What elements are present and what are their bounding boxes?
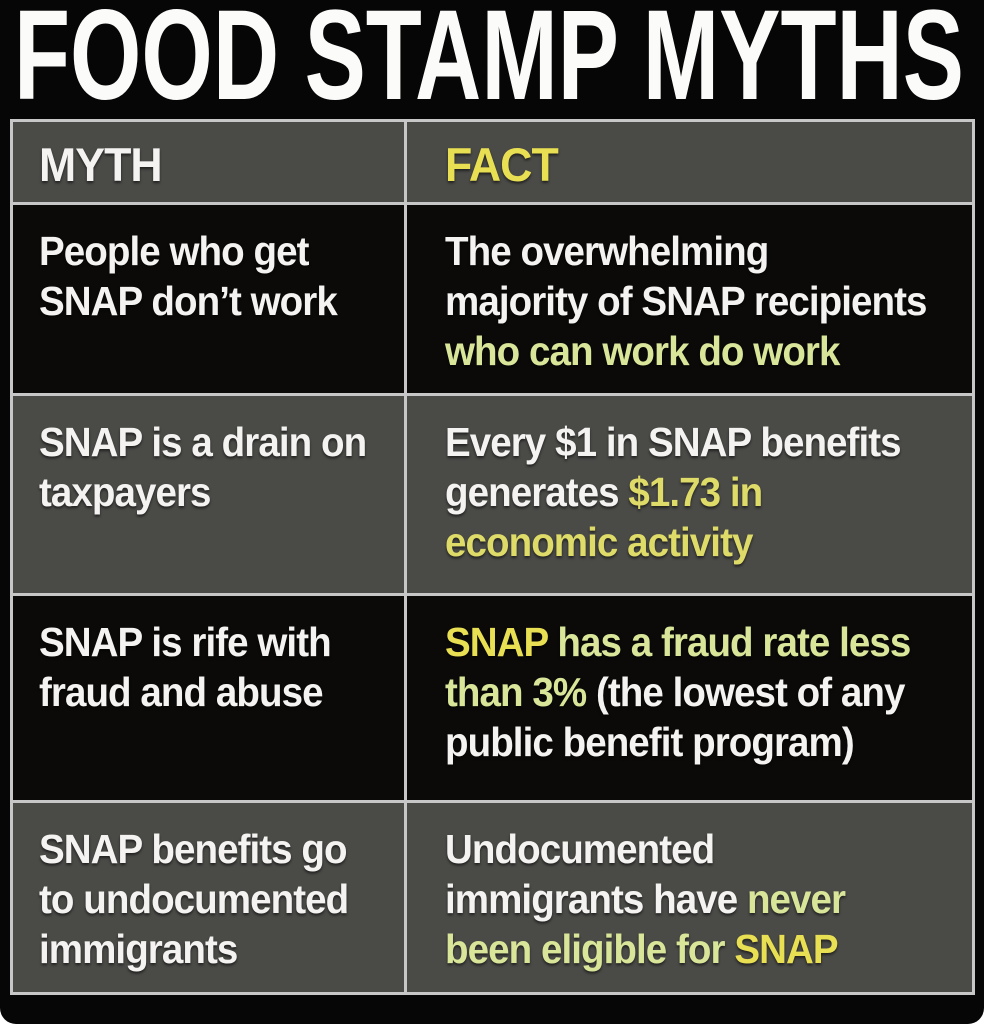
header-row: MYTH FACT (13, 122, 972, 202)
text-line: Every $1 in SNAP benefits (445, 417, 933, 467)
text-segment: fraud and abuse (39, 669, 324, 715)
text-segment: to undocumented (39, 876, 349, 922)
text-segment: who can work do work (445, 328, 840, 374)
text-line: SNAP has a fraud rate less (445, 617, 933, 667)
text-line: who can work do work (445, 326, 933, 376)
fact-cell: SNAP has a fraud rate less than 3% (the l… (407, 596, 972, 800)
text-segment: People who get (39, 228, 309, 274)
text-segment: immigrants (39, 926, 238, 972)
fact-cell: The overwhelming majority of SNAP recipie… (407, 205, 972, 393)
text-segment: has a fraud rate less (547, 619, 911, 665)
text-line: fraud and abuse (39, 667, 375, 717)
myth-header-cell: MYTH (13, 122, 407, 202)
text-line: public benefit program) (445, 717, 933, 767)
text-segment: Undocumented (445, 826, 715, 872)
myth-cell: People who get SNAP don’t work (13, 205, 407, 393)
text-segment: majority of SNAP recipients (445, 278, 927, 324)
fact-cell: Undocumented immigrants have never been el… (407, 803, 972, 992)
fact-cell: Every $1 in SNAP benefits generates $1.73… (407, 396, 972, 593)
text-segment: $1.73 in (628, 469, 763, 515)
table-row: SNAP is a drain on taxpayers Every $1 in S… (13, 393, 972, 593)
table-row: SNAP is rife with fraud and abuse SNAP has… (13, 593, 972, 800)
fact-header-label: FACT (445, 138, 559, 191)
myth-header-label: MYTH (39, 138, 163, 191)
table-row: People who get SNAP don’t work The overwhe… (13, 202, 972, 393)
text-segment: (the lowest of any (595, 669, 906, 715)
text-line: The overwhelming (445, 226, 933, 276)
text-line: to undocumented (39, 874, 375, 924)
text-segment: SNAP (734, 926, 838, 972)
text-segment: SNAP (445, 619, 549, 665)
myth-cell: SNAP is a drain on taxpayers (13, 396, 407, 593)
text-segment: SNAP is a drain on (39, 419, 367, 465)
text-line: SNAP is a drain on (39, 417, 375, 467)
text-line: taxpayers (39, 467, 375, 517)
text-segment: The overwhelming (445, 228, 769, 274)
page-title-graphic: FOOD STAMP MYTHS (14, 0, 964, 118)
text-segment: public benefit program) (445, 719, 855, 765)
text-segment: than 3% (445, 669, 596, 715)
text-segment: generates (445, 469, 629, 515)
text-segment: been eligible for (445, 926, 735, 972)
fact-header-cell: FACT (407, 122, 972, 202)
text-segment: taxpayers (39, 469, 211, 515)
table-row: SNAP benefits go to undocumented immigrant… (13, 800, 972, 992)
text-line: Undocumented (445, 824, 933, 874)
text-segment: economic activity (445, 519, 753, 565)
text-line: immigrants have never (445, 874, 933, 924)
myth-cell: SNAP is rife with fraud and abuse (13, 596, 407, 800)
text-segment: SNAP don’t work (39, 278, 338, 324)
text-line: SNAP benefits go (39, 824, 375, 874)
text-segment: Every $1 in SNAP benefits (445, 419, 902, 465)
text-segment: SNAP benefits go (39, 826, 348, 872)
text-line: People who get (39, 226, 375, 276)
text-line: majority of SNAP recipients (445, 276, 933, 326)
text-segment: never (746, 876, 846, 922)
text-segment: immigrants have (445, 876, 747, 922)
title-band: FOOD STAMP MYTHS (0, 0, 984, 118)
text-line: SNAP don’t work (39, 276, 375, 326)
text-line: immigrants (39, 924, 375, 974)
myth-cell: SNAP benefits go to undocumented immigrant… (13, 803, 407, 992)
myths-table: MYTH FACT People who get SNAP don’t work T… (10, 119, 975, 995)
text-segment: SNAP is rife with (39, 619, 332, 665)
text-line: been eligible for SNAP (445, 924, 933, 974)
text-line: economic activity (445, 517, 933, 567)
page-title: FOOD STAMP MYTHS (14, 0, 964, 118)
text-line: than 3% (the lowest of any (445, 667, 933, 717)
text-line: SNAP is rife with (39, 617, 375, 667)
text-line: generates $1.73 in (445, 467, 933, 517)
